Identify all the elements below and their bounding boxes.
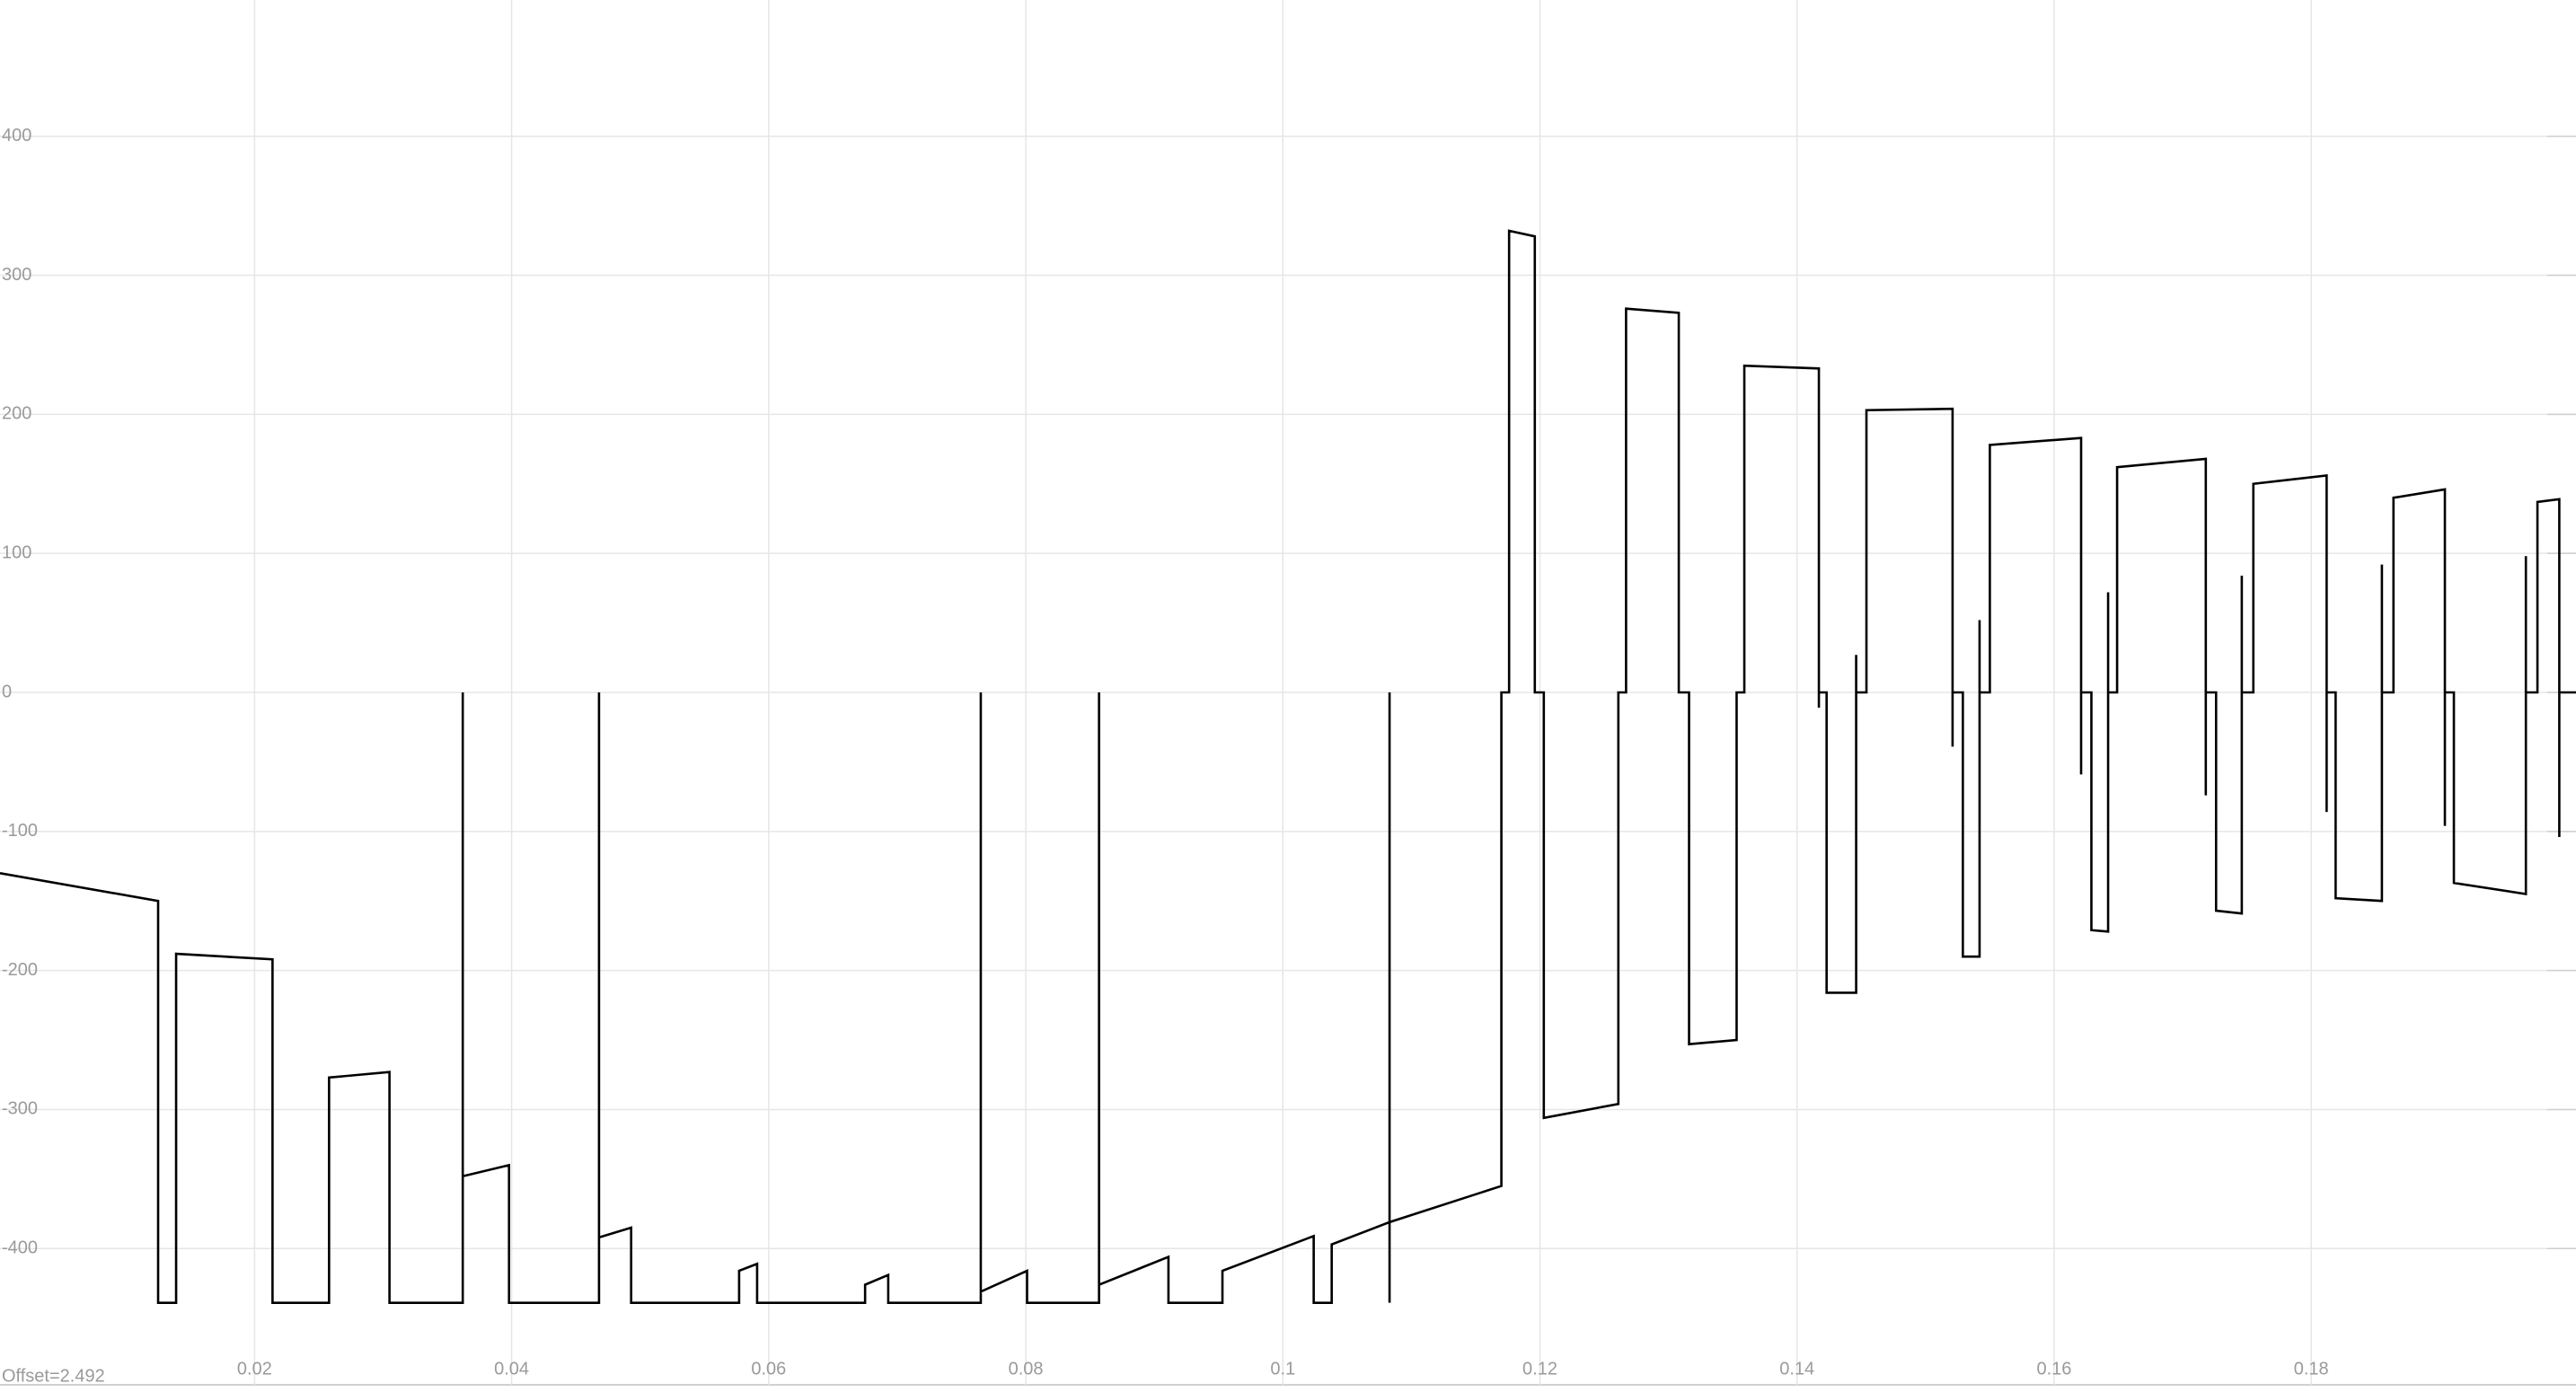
data-line — [0, 229, 2576, 1304]
x-tick-label: 0.18 — [2294, 1359, 2329, 1379]
x-tick-label: 0.16 — [2036, 1359, 2071, 1379]
x-tick-label: 0.1 — [1270, 1359, 1295, 1379]
x-tick-label: 0.04 — [494, 1359, 529, 1379]
offset-annotation: Offset=2.492 — [2, 1366, 105, 1386]
y-tick-label: -100 — [2, 821, 38, 841]
x-tick-label: 0.02 — [237, 1359, 272, 1379]
y-tick-label: -400 — [2, 1238, 38, 1258]
y-tick-label: -300 — [2, 1099, 38, 1119]
x-tick-label: 0.08 — [1009, 1359, 1044, 1379]
y-tick-label: -200 — [2, 960, 38, 980]
x-tick-label: 0.06 — [751, 1359, 786, 1379]
y-tick-label: 0 — [2, 682, 12, 701]
x-tick-label: 0.12 — [1522, 1359, 1557, 1379]
y-tick-label: 100 — [2, 542, 31, 562]
y-tick-label: 200 — [2, 404, 31, 424]
y-tick-label: 400 — [2, 126, 31, 145]
x-tick-label: 0.14 — [1779, 1359, 1814, 1379]
y-tick-label: 300 — [2, 265, 31, 285]
